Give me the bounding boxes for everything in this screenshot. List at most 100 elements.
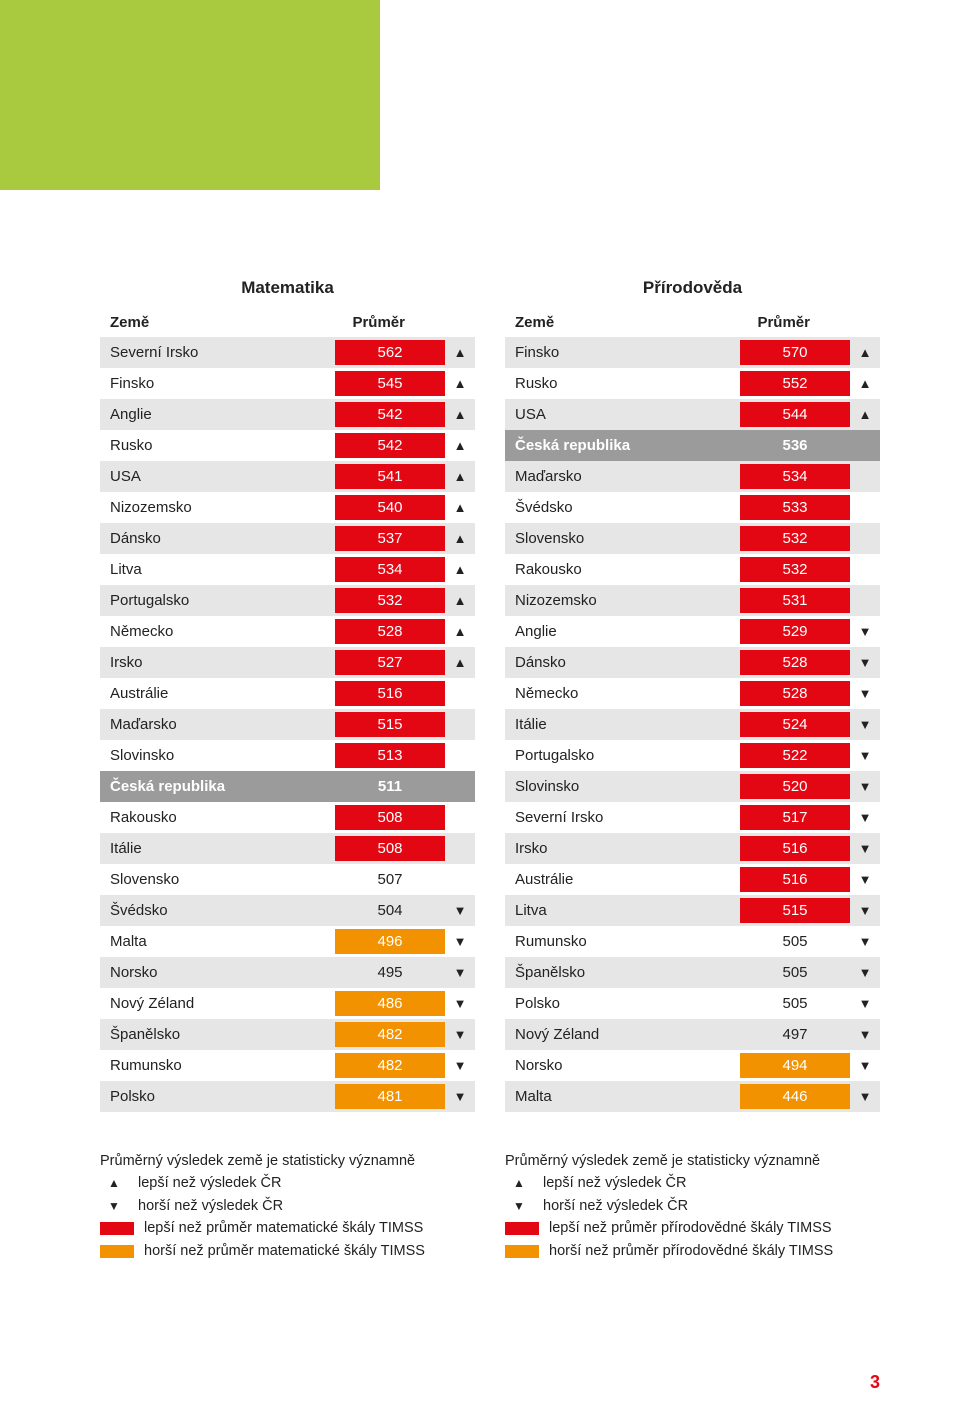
country-cell: Česká republika [100, 771, 335, 802]
col-country: Země [100, 308, 335, 337]
value-cell: 516 [335, 678, 445, 709]
legend-item: lepší než průměr přírodovědné škály TIMS… [505, 1217, 880, 1239]
country-cell: Anglie [100, 399, 335, 430]
value-cell: 482 [335, 1050, 445, 1081]
value-cell: 522 [740, 740, 850, 771]
value-box: 544 [740, 402, 850, 427]
table-row: Německo528▼ [505, 678, 880, 709]
value-cell: 540 [335, 492, 445, 523]
country-cell: Nový Zéland [505, 1019, 740, 1050]
value-box: 562 [335, 340, 445, 365]
table-row: Švédsko533 [505, 492, 880, 523]
country-cell: Nizozemsko [505, 585, 740, 616]
table-row: Slovinsko513 [100, 740, 475, 771]
country-cell: Rumunsko [505, 926, 740, 957]
table-row: Polsko505▼ [505, 988, 880, 1019]
value-cell: 536 [740, 430, 850, 461]
value-cell: 496 [335, 926, 445, 957]
country-cell: Litva [100, 554, 335, 585]
arrow-cell [850, 492, 880, 523]
value-box: 505 [740, 929, 850, 954]
value-box: 528 [740, 650, 850, 675]
legend-item: horší než průměr matematické škály TIMSS [100, 1240, 475, 1262]
value-cell: 486 [335, 988, 445, 1019]
value-cell: 507 [335, 864, 445, 895]
table-row: Nizozemsko531 [505, 585, 880, 616]
arrow-cell: ▼ [850, 864, 880, 895]
value-box: 542 [335, 402, 445, 427]
country-cell: Rusko [100, 430, 335, 461]
tables-container: Matematika Země Průměr Severní Irsko562▲… [100, 270, 880, 1112]
country-cell: Itálie [505, 709, 740, 740]
country-cell: Finsko [505, 337, 740, 368]
value-cell: 505 [740, 988, 850, 1019]
value-cell: 528 [740, 678, 850, 709]
country-cell: Německo [505, 678, 740, 709]
country-cell: Norsko [505, 1050, 740, 1081]
value-box: 497 [740, 1022, 850, 1047]
triangle-up-icon: ▲ [100, 1174, 128, 1193]
value-cell: 495 [335, 957, 445, 988]
arrow-cell: ▼ [850, 771, 880, 802]
value-box: 528 [740, 681, 850, 706]
legend-item: ▼horší než výsledek ČR [505, 1195, 880, 1217]
value-cell: 446 [740, 1081, 850, 1112]
arrow-cell [445, 709, 475, 740]
country-cell: Polsko [100, 1081, 335, 1112]
arrow-cell: ▲ [445, 585, 475, 616]
arrow-cell: ▲ [445, 647, 475, 678]
legend-text: lepší než průměr matematické škály TIMSS [144, 1217, 423, 1239]
table-row: Maďarsko534 [505, 461, 880, 492]
legend-intro: Průměrný výsledek země je statisticky vý… [100, 1150, 475, 1172]
table-right-grid: Země Průměr Finsko570▲Rusko552▲USA544▲Če… [505, 308, 880, 1112]
value-cell: 494 [740, 1050, 850, 1081]
country-cell: Anglie [505, 616, 740, 647]
arrow-cell: ▼ [445, 957, 475, 988]
value-cell: 545 [335, 368, 445, 399]
table-row: Litva515▼ [505, 895, 880, 926]
value-cell: 515 [740, 895, 850, 926]
value-cell: 533 [740, 492, 850, 523]
value-cell: 516 [740, 864, 850, 895]
red-swatch-icon [505, 1222, 539, 1235]
country-cell: Nový Zéland [100, 988, 335, 1019]
legend-intro: Průměrný výsledek země je statisticky vý… [505, 1150, 880, 1172]
value-box: 516 [335, 681, 445, 706]
country-cell: Rusko [505, 368, 740, 399]
value-cell: 532 [740, 523, 850, 554]
table-row: Švédsko504▼ [100, 895, 475, 926]
table-row: Finsko570▲ [505, 337, 880, 368]
arrow-cell: ▼ [850, 1081, 880, 1112]
legend-item: ▲lepší než výsledek ČR [505, 1172, 880, 1194]
arrow-cell: ▼ [445, 1050, 475, 1081]
value-cell: 482 [335, 1019, 445, 1050]
page-header-title: HLAVNÍ ZJIŠTĚNÍ [682, 120, 880, 146]
red-swatch-icon [100, 1222, 134, 1235]
value-box: 508 [335, 836, 445, 861]
col-country: Země [505, 308, 740, 337]
value-cell: 524 [740, 709, 850, 740]
country-cell: Rakousko [100, 802, 335, 833]
value-box: 531 [740, 588, 850, 613]
table-row: Nový Zéland497▼ [505, 1019, 880, 1050]
arrow-cell: ▲ [445, 461, 475, 492]
value-box: 511 [335, 774, 445, 799]
country-cell: Portugalsko [100, 585, 335, 616]
table-row: Itálie508 [100, 833, 475, 864]
table-row: Slovensko507 [100, 864, 475, 895]
table-row: Rakousko532 [505, 554, 880, 585]
value-cell: 544 [740, 399, 850, 430]
country-cell: Německo [100, 616, 335, 647]
table-row: Finsko545▲ [100, 368, 475, 399]
arrow-cell: ▼ [850, 616, 880, 647]
value-box: 507 [335, 867, 445, 892]
arrow-cell: ▲ [850, 337, 880, 368]
value-cell: 531 [740, 585, 850, 616]
page-number: 3 [870, 1372, 880, 1393]
arrow-cell: ▼ [850, 988, 880, 1019]
value-cell: 511 [335, 771, 445, 802]
value-box: 533 [740, 495, 850, 520]
value-cell: 505 [740, 957, 850, 988]
table-row: Španělsko505▼ [505, 957, 880, 988]
table-left-title: Matematika [100, 270, 475, 308]
